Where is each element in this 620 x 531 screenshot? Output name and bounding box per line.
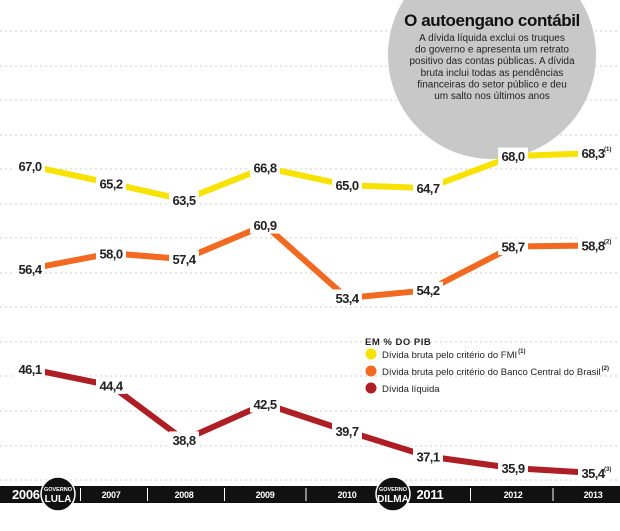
- year-label: 2007: [102, 490, 121, 500]
- value-label-bg: [169, 431, 199, 449]
- value-label-fmi: 63,5: [173, 193, 196, 208]
- year-axis: 2006 2007 2008 2009 2010 2011 2012 2013: [12, 487, 603, 502]
- value-label-bg: [332, 289, 362, 307]
- value-label-bg: [332, 422, 362, 440]
- value-label-bg: [15, 260, 45, 278]
- header-circle: [388, 0, 596, 159]
- value-label-bcb: 54,2: [417, 283, 440, 298]
- subtitle-line: financeiras do setor público e deu: [417, 79, 567, 90]
- value-label-bg: [96, 376, 126, 394]
- legend-label-bcb: Dívida bruta pelo critério do Banco Cent…: [382, 367, 601, 378]
- legend-unit: EM % DO PIB: [365, 337, 431, 348]
- value-label-bg: [250, 395, 280, 413]
- year-label: 2009: [256, 490, 275, 500]
- value-label-bg: [96, 244, 126, 262]
- subtitle-line: do governo e apresenta um retrato: [415, 45, 569, 56]
- value-footnote: (2): [604, 239, 611, 245]
- value-label-liquida: 35,9: [502, 461, 525, 476]
- value-label-fmi: 65,2: [100, 176, 123, 191]
- value-label-bg: [250, 216, 280, 234]
- value-label-liquida: 42,5: [254, 397, 277, 412]
- value-label-bcb: 56,4: [19, 262, 43, 277]
- subtitle-line: um salto nos últimos anos: [434, 91, 550, 102]
- legend-label-fmi: Dívida bruta pelo critério do FMI: [382, 350, 517, 361]
- value-label-liquida: 38,8: [173, 433, 196, 448]
- value-label-liquida: 44,4: [100, 378, 124, 393]
- value-label-bcb: 58,7: [502, 239, 525, 254]
- value-label-bg: [169, 191, 199, 209]
- value-footnote: (1): [604, 147, 611, 153]
- value-label-liquida: 37,1: [417, 449, 440, 464]
- value-label-fmi: 68,0: [502, 149, 525, 164]
- value-label-bg: [250, 159, 280, 177]
- value-label-bg: [96, 174, 126, 192]
- value-label-bg: [332, 176, 362, 194]
- legend-swatch-liquida: [365, 382, 377, 394]
- value-label-bcb: 60,9: [254, 218, 277, 233]
- legend-label-liquida: Dívida líquida: [382, 384, 440, 395]
- legend-footnote: (1): [518, 349, 525, 355]
- value-label-bcb: 57,4: [173, 252, 197, 267]
- legend-swatch-bcb: [365, 365, 377, 377]
- value-label-bg: [413, 447, 443, 465]
- value-label-fmi: 65,0: [336, 178, 359, 193]
- value-label-fmi: 66,8: [254, 161, 277, 176]
- value-label-bcb: 58,0: [100, 246, 123, 261]
- value-label-fmi: 68,3: [582, 146, 605, 161]
- value-label-bg: [578, 144, 608, 162]
- value-label-fmi: 64,7: [417, 181, 440, 196]
- value-label-bg: [413, 281, 443, 299]
- value-label-bg: [498, 147, 528, 165]
- gov-badge-lula: GOVERNO LULA: [40, 476, 76, 512]
- year-label: 2011: [416, 487, 443, 502]
- year-label: 2010: [338, 490, 357, 500]
- legend: EM % DO PIB Dívida bruta pelo critério d…: [365, 337, 609, 395]
- value-label-bg: [578, 236, 608, 254]
- chart-title: O autoengano contábil: [404, 11, 580, 30]
- gov-dilma-line2: DILMA: [377, 494, 409, 505]
- value-label-bg: [498, 237, 528, 255]
- gov-badge-dilma-circle: [375, 476, 411, 512]
- value-label-bcb: 58,8: [582, 238, 605, 253]
- gov-badge-lula-circle: [40, 476, 76, 512]
- gov-lula-line2: LULA: [45, 494, 72, 505]
- value-label-liquida: 39,7: [336, 424, 359, 439]
- value-label-bg: [169, 250, 199, 268]
- year-bar: [0, 486, 620, 503]
- value-label-bcb: 53,4: [336, 291, 360, 306]
- year-label: 2012: [504, 490, 523, 500]
- series-labels: 67,065,263,566,865,0 64,768,0 68,3 (1)56,45…: [15, 144, 611, 482]
- gov-lula-line1: GOVERNO: [44, 487, 73, 493]
- legend-footnote: (2): [602, 366, 609, 372]
- subtitle-line: A dívida líquida exclui os truques: [419, 33, 565, 44]
- year-label: 2006: [12, 487, 40, 502]
- value-label-bg: [413, 179, 443, 197]
- header-badge: O autoengano contábil A dívida líquida e…: [388, 0, 596, 159]
- value-label-bg: [15, 360, 45, 378]
- subtitle-line: bruta inclui todas as pendências: [421, 68, 564, 79]
- series-lines: [27, 150, 596, 476]
- gov-dilma-line1: GOVERNO: [379, 487, 408, 493]
- value-label-liquida: 46,1: [19, 362, 42, 377]
- value-label-fmi: 67,0: [19, 159, 42, 174]
- year-label: 2013: [584, 490, 603, 500]
- gov-badge-dilma: GOVERNO DILMA: [375, 476, 411, 512]
- value-label-bg: [498, 459, 528, 477]
- value-label-bg: [15, 157, 45, 175]
- value-footnote: (3): [604, 467, 611, 473]
- legend-swatch-fmi: [365, 348, 377, 360]
- value-label-bg: [578, 464, 608, 482]
- year-label: 2008: [175, 490, 194, 500]
- subtitle-line: positivo das contas públicas. A dívida: [409, 56, 575, 67]
- value-label-liquida: 35,4: [582, 466, 606, 481]
